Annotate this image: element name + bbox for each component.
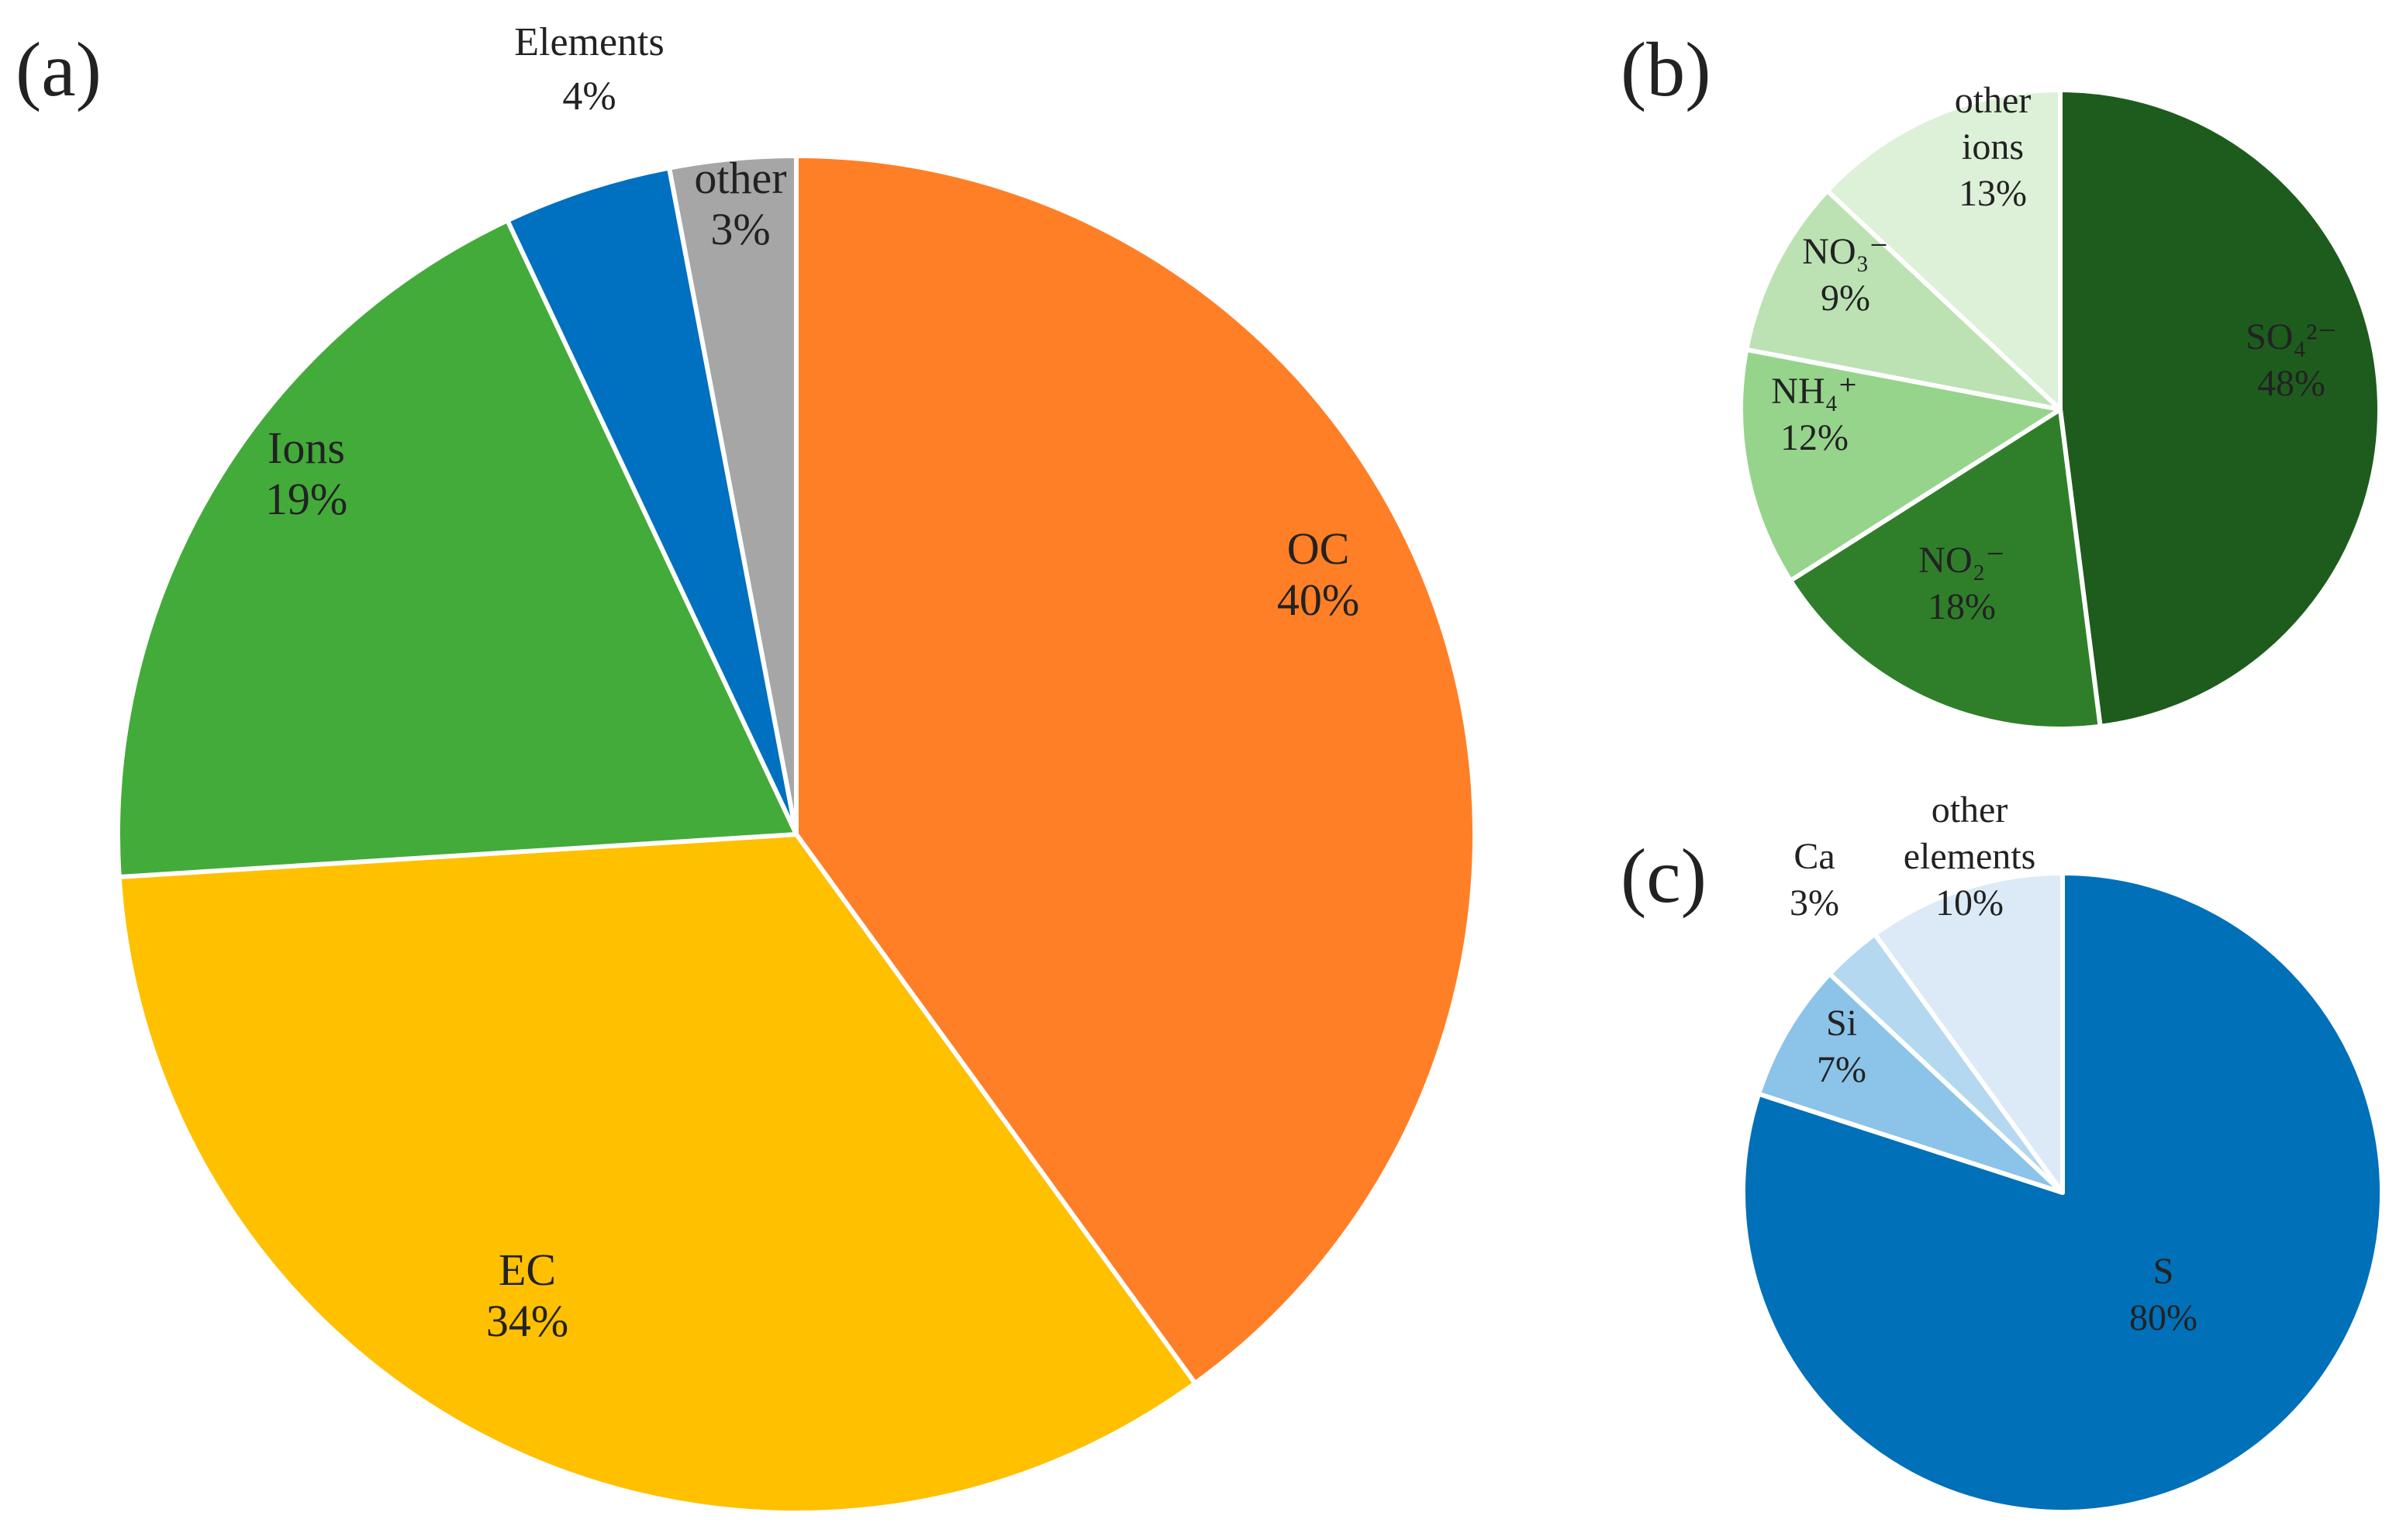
pie-c-label-si-line: Si <box>1826 1003 1857 1044</box>
pie-a-label-oc-line: OC <box>1287 523 1350 574</box>
pie-b-slice-no2 <box>1788 407 2103 731</box>
panel-a-letter: (a) <box>16 26 102 112</box>
pie-chart-a: OC 40% EC 34% Ions 19% Elements 4% other 3% <box>116 20 1477 1515</box>
pie-b-label-so4-line: 48% <box>2257 363 2325 404</box>
pie-c-label-s-line: 80% <box>2129 1297 2197 1338</box>
panel-c-letter: (c) <box>1621 833 1707 919</box>
pie-b-slice-other-ions <box>1825 88 2063 412</box>
pie-a-slice-elements <box>505 165 799 837</box>
pie-b-label-no3: NO₃⁻ 9% <box>1802 231 1888 319</box>
pie-a-label-elements-line: 4% <box>562 74 616 119</box>
pie-b-label-no2-line: NO₂⁻ <box>1918 540 2004 581</box>
pie-a-slice-other <box>667 154 799 837</box>
pie-c-label-other-elements: other elements 10% <box>1904 789 2036 924</box>
pie-a-label-oc-line: 40% <box>1277 575 1359 625</box>
pie-b-label-no2: NO₂⁻ 18% <box>1918 540 2004 627</box>
pie-a-label-other-line: 3% <box>710 204 770 254</box>
pie-a-slice-ions <box>116 218 799 879</box>
pie-b-slice-nh4 <box>1738 347 2063 583</box>
pie-b-label-no3-line: 9% <box>1821 278 1870 319</box>
pie-a-label-ions: Ions 19% <box>265 423 347 524</box>
pie-a-label-other-line: other <box>694 153 786 203</box>
pie-b-label-so4-line: SO₄²⁻ <box>2246 316 2337 357</box>
pie-a-label-elements-line: Elements <box>514 20 665 64</box>
pie-a-label-other: other 3% <box>694 153 786 254</box>
pie-b-label-other-ions-line: other <box>1955 80 2032 121</box>
pie-chart-c: S 80% Si 7% Ca 3% other elements 10% <box>1741 789 2384 1514</box>
pie-b-label-nh4-line: 12% <box>1780 417 1849 458</box>
pie-c-label-s: S 80% <box>2129 1251 2197 1338</box>
pie-c-slice-si <box>1756 971 2065 1195</box>
pie-b-slice-no3 <box>1744 188 2063 412</box>
pie-c-label-ca-line: 3% <box>1790 882 1839 924</box>
pie-c-label-ca-line: Ca <box>1793 836 1835 877</box>
pie-b-label-so4: SO₄²⁻ 48% <box>2246 316 2337 404</box>
pie-c-slice-other-elements <box>1872 871 2065 1195</box>
pie-b-slice-so4 <box>2058 88 2382 729</box>
pie-a-label-ec: EC 34% <box>486 1245 568 1346</box>
pie-a-label-oc: OC 40% <box>1277 523 1359 625</box>
pie-a-label-elements: Elements 4% <box>514 20 665 119</box>
pie-b-label-other-ions: other ions 13% <box>1955 80 2032 214</box>
pie-c-label-s-line: S <box>2153 1251 2174 1292</box>
pie-b-label-no3-line: NO₃⁻ <box>1802 231 1888 272</box>
pie-b-label-other-ions-line: ions <box>1962 126 2024 167</box>
pie-b-label-other-ions-line: 13% <box>1959 173 2027 214</box>
panel-b-letter: (b) <box>1621 26 1711 112</box>
pie-a-label-ions-line: 19% <box>265 474 347 524</box>
pie-c-label-other-elements-line: other <box>1932 789 2008 830</box>
pie-c-label-other-elements-line: elements <box>1904 836 2036 877</box>
pie-a-slice-oc <box>794 154 1477 1386</box>
pie-chart-b: SO₄²⁻ 48% NO₂⁻ 18% NH₄⁺ 12% NO₃⁻ 9% other ions 13% <box>1738 80 2382 731</box>
pie-a-label-ec-line: EC <box>499 1245 556 1295</box>
pie-b-label-nh4-line: NH₄⁺ <box>1771 371 1857 412</box>
pie-c-label-si-line: 7% <box>1817 1049 1866 1090</box>
pie-c-label-si: Si 7% <box>1817 1003 1866 1090</box>
pie-c-label-other-elements-line: 10% <box>1935 882 2004 924</box>
pie-a-slice-ec <box>116 832 1198 1515</box>
pie-a-label-ec-line: 34% <box>486 1296 568 1346</box>
pie-b-label-nh4: NH₄⁺ 12% <box>1771 371 1857 458</box>
pie-b-label-no2-line: 18% <box>1928 586 1996 627</box>
pie-c-label-ca: Ca 3% <box>1790 836 1839 924</box>
pie-a-label-ions-line: Ions <box>268 423 345 473</box>
